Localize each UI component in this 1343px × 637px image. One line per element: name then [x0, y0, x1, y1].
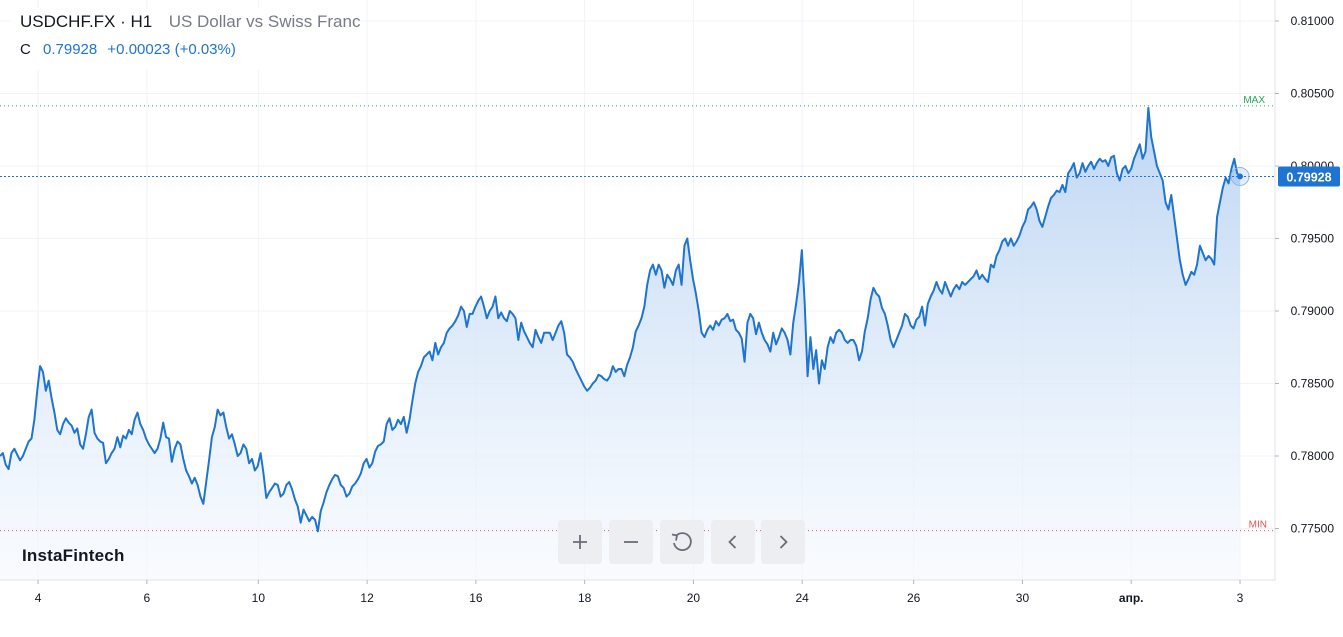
price-line [0, 107, 1241, 533]
brand-logo: InstaFintech [22, 546, 125, 565]
y-tick-label: 0.81000 [1291, 14, 1335, 28]
last-point [1237, 173, 1243, 180]
y-tick-label: 0.78500 [1291, 377, 1335, 391]
zoom-out-button[interactable] [609, 520, 653, 564]
zoom-in-button[interactable] [558, 520, 602, 564]
close-label: C [20, 41, 31, 58]
y-tick-label: 0.79000 [1291, 304, 1335, 318]
x-tick-label: 30 [1016, 591, 1030, 605]
scroll-left-button[interactable] [711, 520, 755, 564]
reset-button[interactable] [660, 520, 704, 564]
x-tick-label: 18 [578, 591, 592, 605]
min-label: MIN [1249, 520, 1267, 531]
series-line [0, 107, 1241, 533]
y-tick-label: 0.79500 [1291, 232, 1335, 246]
x-tick-label: 26 [907, 591, 921, 605]
max-label: MAX [1243, 95, 1265, 106]
x-tick-label: апр. [1119, 591, 1144, 605]
x-tick-label: 24 [796, 591, 810, 605]
reference-lines: MAX MIN [0, 95, 1275, 532]
y-tick-label: 0.80500 [1291, 87, 1335, 101]
legend-panel: USDCHF.FX · H1 US Dollar vs Swiss Franc … [10, 8, 360, 70]
chevron-left-icon [728, 535, 737, 549]
last-price-badge [1278, 166, 1340, 187]
y-tick-label: 0.77500 [1291, 522, 1335, 536]
area-fill [0, 108, 1240, 580]
x-tick-label: 16 [469, 591, 483, 605]
y-tick-label: 0.78000 [1291, 449, 1335, 463]
x-tick-label: 20 [687, 591, 701, 605]
reset-icon [671, 532, 692, 552]
axes: 0.810000.805000.800000.795000.790000.785… [0, 0, 1334, 605]
minus-icon [624, 541, 638, 543]
area-fill-path [0, 108, 1240, 580]
x-tick-label: 12 [360, 591, 374, 605]
close-value: 0.79928 [43, 41, 98, 58]
x-tick-label: 10 [252, 591, 266, 605]
scroll-right-button[interactable] [761, 520, 805, 564]
last-price-marker: 0.79928 [1230, 166, 1340, 187]
x-tick-label: 3 [1237, 591, 1244, 605]
symbol-description: US Dollar vs Swiss Franc [168, 12, 361, 31]
symbol-title: USDCHF.FX · H1 [20, 12, 153, 31]
plus-icon [573, 535, 587, 549]
x-tick-label: 6 [143, 591, 150, 605]
last-price-label: 0.79928 [1286, 170, 1331, 184]
x-tick-label: 4 [35, 591, 42, 605]
change-value: +0.00023 (+0.03%) [107, 41, 236, 58]
chevron-right-icon [779, 535, 788, 549]
